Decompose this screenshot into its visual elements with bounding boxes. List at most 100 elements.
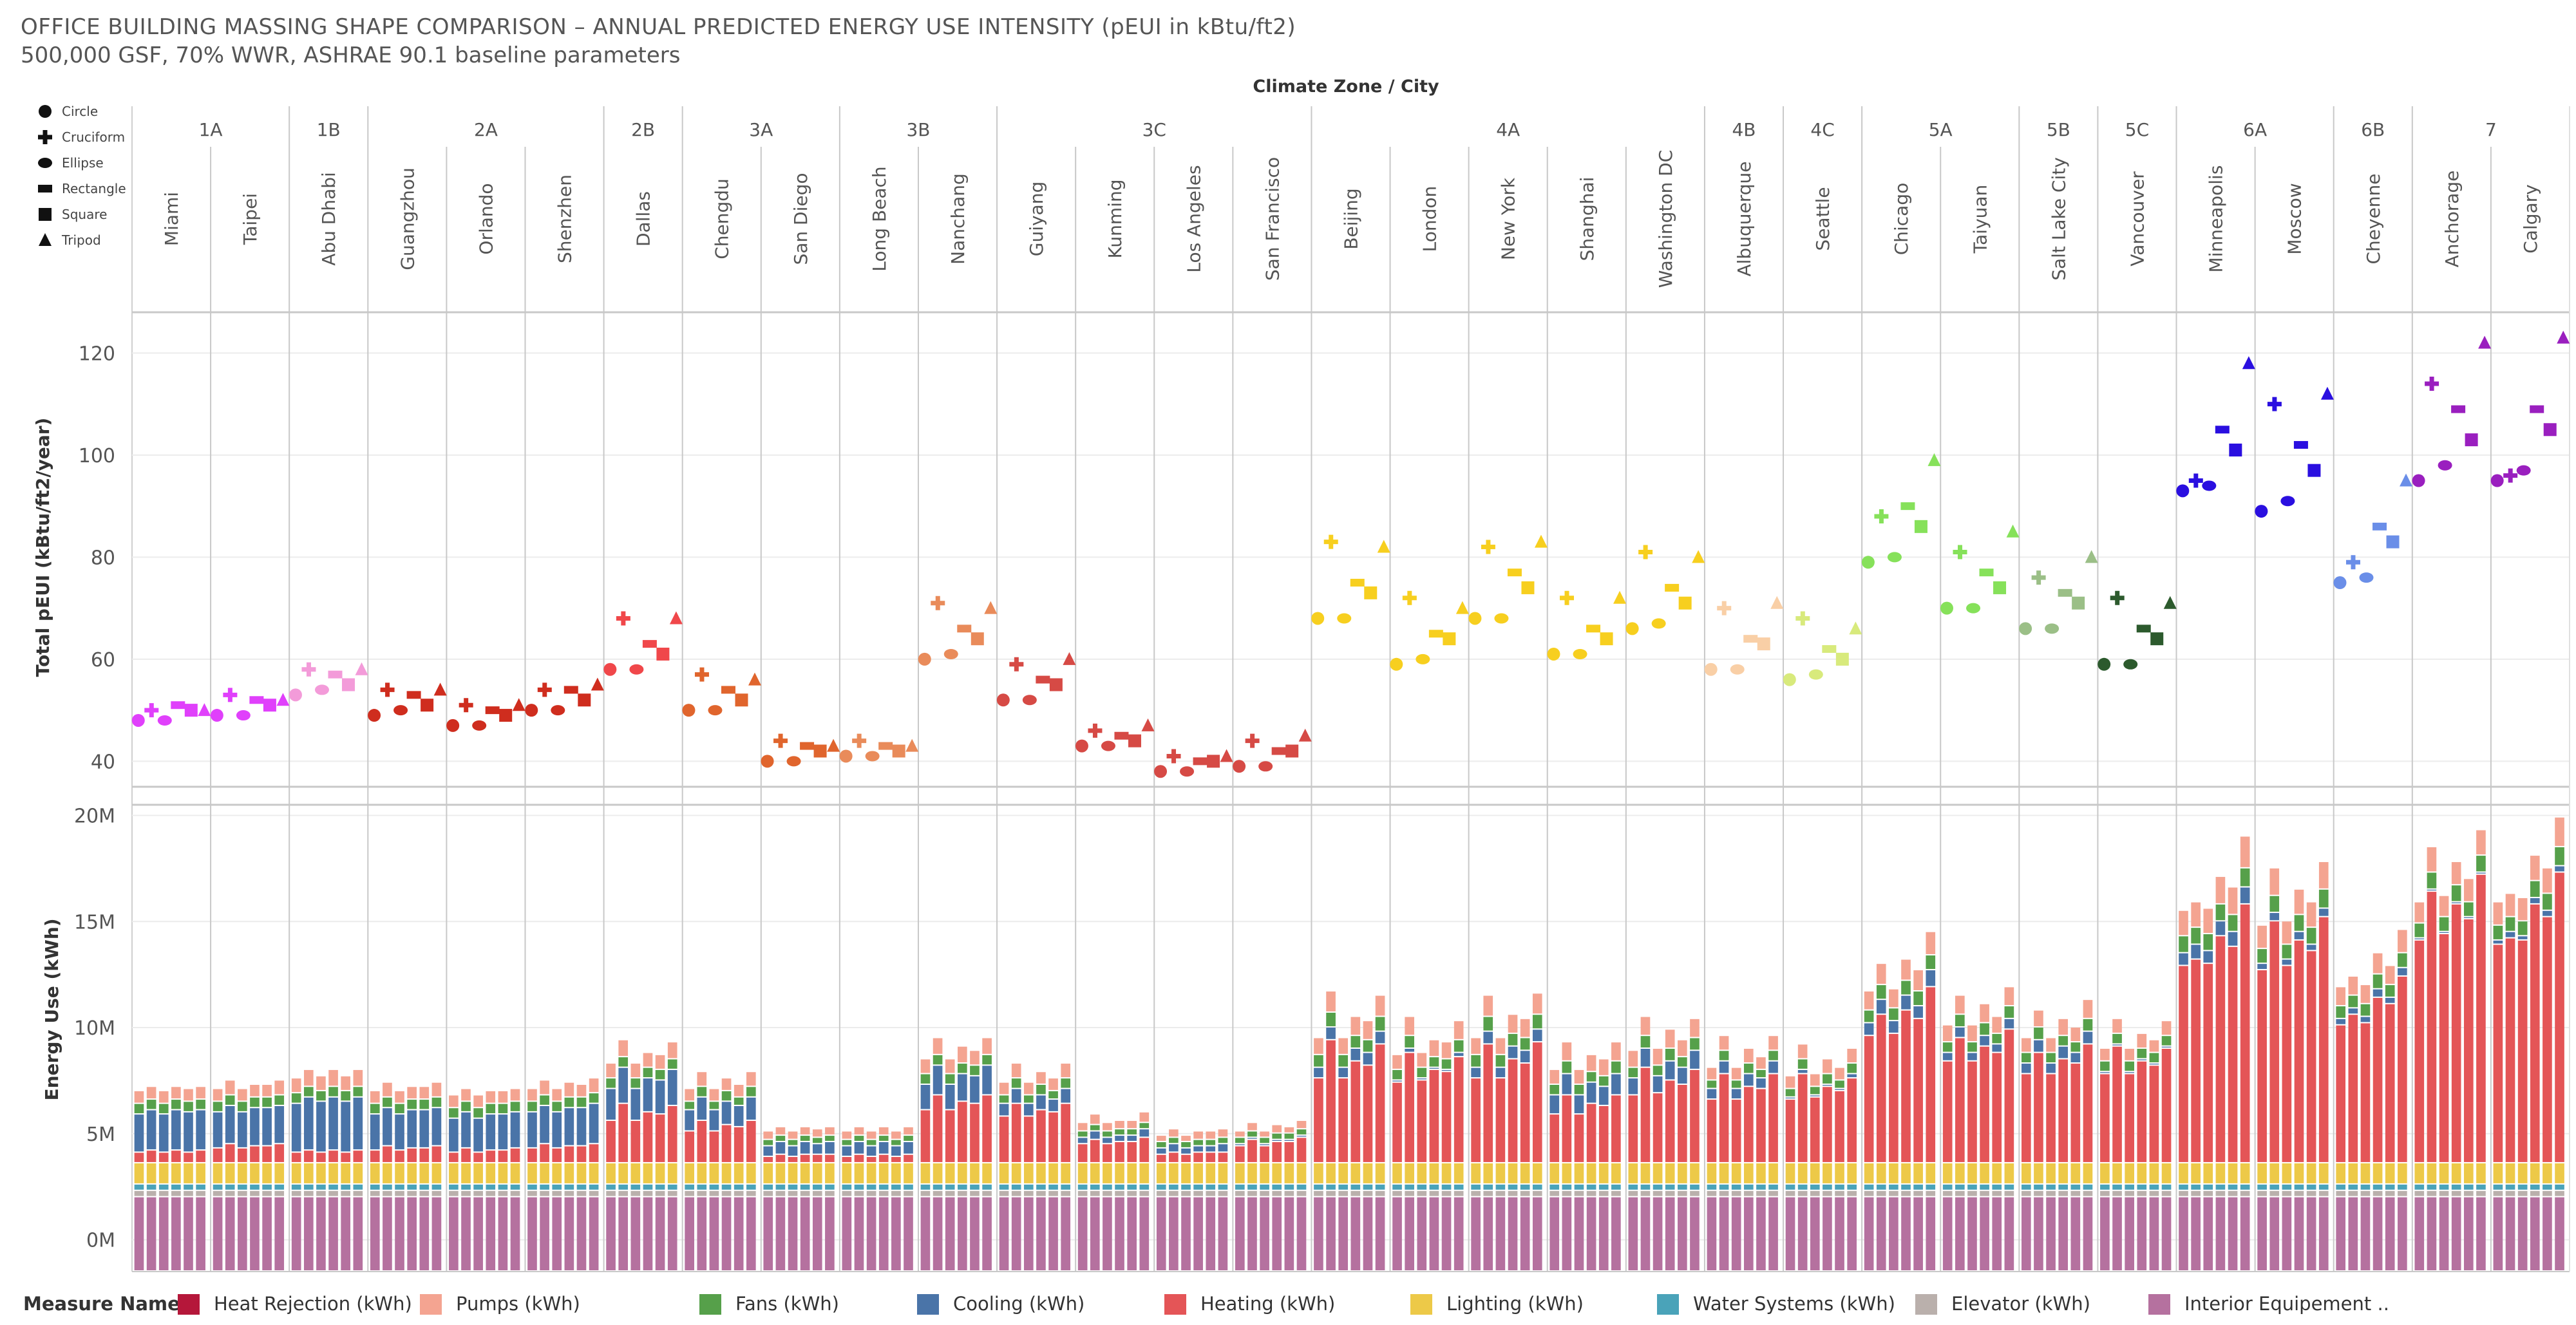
bar-segment-interior — [1598, 1197, 1609, 1270]
scatter-point-tripod — [1298, 728, 1312, 742]
scatter-point-square — [1443, 632, 1456, 646]
bar-segment-water — [800, 1184, 810, 1190]
bar-segment-fans — [2269, 896, 2280, 912]
bar-segment-pumps — [2070, 1028, 2081, 1042]
bar-segment-cooling — [1011, 1089, 1021, 1103]
bar-segment-pumps — [2083, 1000, 2093, 1018]
bar-segment-elevator — [419, 1190, 430, 1196]
bar-segment-elevator — [1156, 1190, 1166, 1196]
bar-segment-lighting — [1296, 1163, 1307, 1183]
scatter-point-cruciform — [1795, 611, 1810, 626]
scatter-point-ellipse — [2202, 480, 2217, 491]
bar-segment-elevator — [213, 1190, 223, 1196]
bar-segment-interior — [1864, 1197, 1874, 1270]
bar-segment-elevator — [1011, 1190, 1021, 1196]
scatter-y-tick-label: 80 — [91, 547, 115, 569]
bar-segment-cooling — [527, 1112, 537, 1147]
bar-segment-interior — [697, 1197, 707, 1270]
bar-segment-elevator — [2493, 1190, 2503, 1196]
bar-segment-cooling — [2385, 997, 2395, 1003]
bar-segment-cooling — [2269, 913, 2280, 921]
bar-segment-cooling — [1835, 1089, 1844, 1090]
scatter-point-ellipse — [1573, 648, 1587, 659]
bar-segment-fans — [866, 1140, 876, 1145]
bar-segment-water — [1139, 1184, 1150, 1190]
bar-segment-heating — [2046, 1074, 2056, 1162]
bar-segment-fans — [2100, 1061, 2110, 1071]
bar-segment-heating — [1392, 1082, 1402, 1162]
bar-segment-cooling — [2034, 1040, 2043, 1052]
bar-segment-cooling — [2476, 872, 2486, 874]
bar-segment-elevator — [920, 1190, 931, 1196]
scatter-point-cruciform — [380, 682, 395, 697]
bar-segment-elevator — [958, 1190, 967, 1196]
bar-segment-heating — [1247, 1140, 1257, 1162]
shape-legend-label: Tripod — [61, 232, 101, 248]
scatter-point-cruciform — [1088, 723, 1103, 738]
bar-segment-lighting — [1823, 1163, 1832, 1183]
bar-segment-fans — [2451, 885, 2461, 901]
bar-segment-cooling — [1598, 1087, 1609, 1105]
scatter-point-square — [421, 699, 434, 712]
bar-segment-elevator — [842, 1190, 852, 1196]
bar-segment-fans — [1926, 955, 1936, 970]
bar-segment-heating — [763, 1157, 773, 1162]
bar-segment-fans — [419, 1100, 430, 1109]
bar-segment-lighting — [2476, 1163, 2486, 1183]
bar-segment-pumps — [1913, 970, 1923, 990]
bar-segment-water — [1483, 1184, 1493, 1190]
bar-segment-water — [1823, 1184, 1832, 1190]
bar-segment-cooling — [1743, 1074, 1754, 1086]
bar-segment-heating — [1926, 987, 1936, 1162]
scatter-point-rectangle — [1114, 731, 1129, 740]
scatter-point-square — [2543, 423, 2557, 437]
bar-segment-pumps — [2543, 868, 2552, 893]
bar-segment-lighting — [1574, 1163, 1584, 1183]
bar-segment-pumps — [904, 1127, 913, 1135]
bar-segment-fans — [589, 1093, 599, 1103]
bar-segment-heating — [1611, 1095, 1621, 1162]
bar-segment-lighting — [1835, 1163, 1844, 1183]
scatter-point-rectangle — [328, 670, 343, 679]
bar-segment-water — [419, 1184, 430, 1190]
bar-segment-heating — [1338, 1078, 1349, 1162]
bar-segment-water — [1508, 1184, 1518, 1190]
bar-segment-cooling — [2360, 1017, 2371, 1022]
bar-segment-cooling — [274, 1105, 285, 1143]
zone-label: 6A — [2243, 119, 2267, 140]
chart-subtitle: 500,000 GSF, 70% WWR, ASHRAE 90.1 baseli… — [21, 42, 681, 68]
bar-segment-cooling — [1260, 1144, 1269, 1145]
bar-segment-interior — [2505, 1197, 2515, 1270]
bar-segment-heating — [2191, 959, 2201, 1162]
legend-swatch — [1657, 1294, 1679, 1315]
bar-segment-lighting — [196, 1163, 205, 1183]
bar-segment-heating — [1847, 1078, 1857, 1162]
scatter-point-ellipse — [1337, 613, 1352, 624]
bar-segment-water — [2398, 1184, 2407, 1190]
bar-segment-fans — [2318, 889, 2329, 908]
bar-segment-pumps — [2161, 1021, 2172, 1035]
bar-segment-water — [2385, 1184, 2395, 1190]
bar-segment-fans — [709, 1102, 719, 1109]
bar-segment-lighting — [1598, 1163, 1609, 1183]
bar-segment-lighting — [2125, 1163, 2134, 1183]
bar-segment-water — [1640, 1184, 1651, 1190]
bar-segment-water — [2021, 1184, 2031, 1190]
bar-segment-elevator — [2318, 1190, 2329, 1196]
bar-segment-lighting — [2414, 1163, 2425, 1183]
bar-segment-water — [1876, 1184, 1886, 1190]
bar-segment-water — [1392, 1184, 1402, 1190]
bar-segment-water — [1471, 1184, 1481, 1190]
bar-segment-lighting — [527, 1163, 537, 1183]
bar-segment-interior — [2070, 1197, 2081, 1270]
bar-segment-cooling — [788, 1146, 798, 1156]
bar-segment-fans — [1156, 1142, 1166, 1147]
bar-segment-water — [721, 1184, 732, 1190]
bar-segment-fans — [1901, 981, 1911, 995]
bar-segment-water — [184, 1184, 193, 1190]
scatter-point-ellipse — [1730, 664, 1745, 675]
bar-segment-pumps — [2034, 1010, 2043, 1027]
bar-segment-elevator — [2360, 1190, 2371, 1196]
bar-segment-lighting — [1628, 1163, 1638, 1183]
bar-segment-lighting — [2191, 1163, 2201, 1183]
